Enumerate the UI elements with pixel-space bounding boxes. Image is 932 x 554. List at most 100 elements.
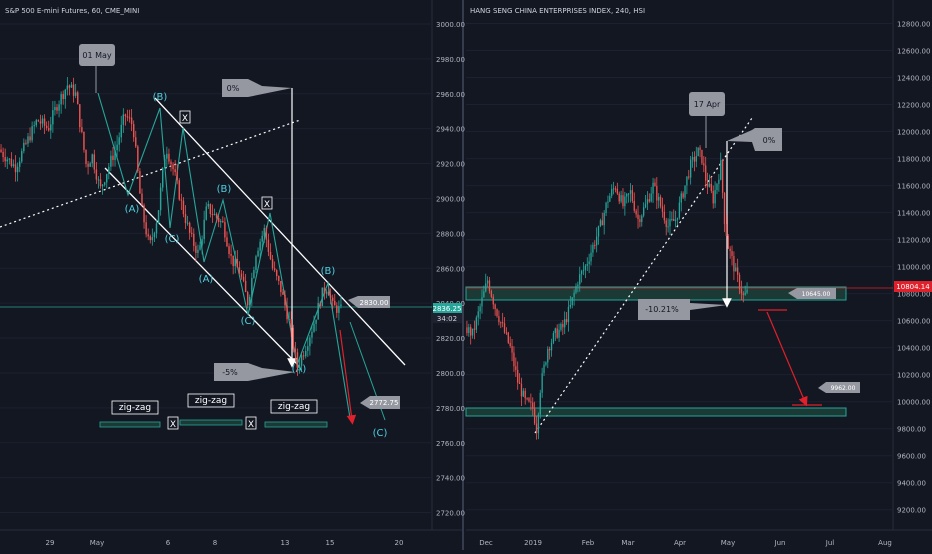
right-target-label-2[interactable]: 9962.00 bbox=[818, 382, 860, 393]
left-candle-body bbox=[130, 117, 133, 125]
right-candle-body bbox=[466, 327, 468, 334]
x-mark-label: X bbox=[182, 114, 188, 124]
left-candle-body bbox=[188, 222, 191, 233]
left-candle-body bbox=[66, 85, 69, 90]
right-candle-body bbox=[471, 328, 474, 336]
pct-callout-right-bottom[interactable]: -10.21% bbox=[638, 299, 727, 320]
left-target-label-2[interactable]: 2772.75 bbox=[360, 396, 400, 409]
left-candle-body bbox=[155, 223, 158, 234]
left-candle-body bbox=[153, 233, 156, 238]
left-candle-body bbox=[211, 214, 214, 216]
date-callout-17-apr[interactable]: 17 Apr bbox=[689, 92, 725, 116]
pct-callout-left-top[interactable]: 0% bbox=[222, 79, 292, 97]
right-tick-label: 12200.00 bbox=[897, 102, 930, 110]
wave-label: (B) bbox=[217, 184, 232, 195]
right-candle-body bbox=[690, 159, 692, 178]
left-candle-body bbox=[79, 104, 81, 128]
left-candle-body bbox=[234, 259, 236, 267]
left-candle-body bbox=[50, 124, 52, 131]
date-callout-01-may[interactable]: 01 May bbox=[79, 44, 115, 66]
right-candle-body bbox=[537, 414, 540, 434]
right-candle-body bbox=[524, 390, 526, 399]
right-candle-body bbox=[721, 160, 724, 193]
svg-text:10645.00: 10645.00 bbox=[802, 291, 831, 298]
svg-text:01 May: 01 May bbox=[82, 51, 112, 60]
right-candle-body bbox=[603, 212, 605, 226]
right-candle-body bbox=[486, 280, 489, 284]
right-candle-body bbox=[614, 188, 617, 190]
left-tick-label: 2740.00 bbox=[436, 475, 465, 483]
right-candle-body bbox=[582, 269, 585, 272]
left-candle-body bbox=[120, 124, 122, 138]
left-candle-body bbox=[47, 128, 50, 131]
left-candle-body bbox=[116, 144, 118, 151]
wave-label: (C) bbox=[373, 428, 388, 439]
right-time-axis[interactable]: Dec 2019 Feb Mar Apr May Jun Jul Aug bbox=[479, 539, 892, 547]
right-candle-body bbox=[479, 306, 481, 312]
right-candle-body bbox=[740, 289, 743, 294]
right-price-axis[interactable]: 9200.00 9400.00 9600.00 9800.00 10000.00 1020… bbox=[466, 21, 930, 515]
left-candle-body bbox=[191, 232, 193, 234]
pct-callout-right-top[interactable]: 0% bbox=[727, 128, 782, 151]
zigzag-label: zig-zag bbox=[278, 402, 310, 412]
right-candle-body bbox=[567, 306, 570, 323]
right-candle-body bbox=[500, 322, 502, 324]
right-candle-body bbox=[627, 193, 630, 195]
left-time-axis[interactable]: 29 May 6 8 13 15 20 bbox=[46, 539, 404, 547]
right-chart-title: HANG SENG CHINA ENTERPRISES INDEX, 240, … bbox=[470, 7, 645, 15]
left-candle-body bbox=[180, 199, 183, 201]
right-candle-body bbox=[584, 265, 587, 270]
left-candle-body bbox=[164, 158, 166, 169]
right-candle-body bbox=[571, 297, 573, 305]
left-candle-body bbox=[319, 303, 321, 307]
right-tick-label: 9600.00 bbox=[897, 453, 926, 461]
right-candle-body bbox=[656, 186, 658, 201]
right-candle-body bbox=[669, 219, 671, 227]
right-time-tick: Jul bbox=[825, 539, 835, 547]
right-candle-body bbox=[652, 182, 654, 194]
left-target-label-1[interactable]: 2830.00 bbox=[348, 296, 390, 308]
right-candle-body bbox=[616, 188, 618, 194]
left-candle-body bbox=[145, 222, 147, 235]
left-current-price-label: 2836.25 34:02 bbox=[433, 303, 462, 323]
right-candle-body bbox=[503, 323, 506, 333]
right-tick-label: 10600.00 bbox=[897, 318, 930, 326]
zigzag-label: zig-zag bbox=[119, 403, 151, 413]
left-candle-body bbox=[137, 146, 139, 172]
left-candle-body bbox=[321, 287, 324, 307]
right-candle-body bbox=[577, 284, 579, 287]
right-candle-body bbox=[477, 311, 479, 318]
zigzag-box bbox=[270, 399, 318, 414]
left-candle-body bbox=[54, 107, 56, 111]
right-candle-body bbox=[554, 328, 556, 333]
left-candle-body bbox=[83, 131, 85, 150]
right-target-label-1[interactable]: 10645.00 bbox=[788, 288, 836, 299]
left-candle-body bbox=[323, 287, 326, 294]
left-candle-body bbox=[325, 291, 328, 294]
right-candle-body bbox=[663, 211, 665, 221]
right-candle-body bbox=[588, 261, 590, 265]
right-candle-body bbox=[697, 147, 699, 157]
right-candle-body bbox=[586, 264, 588, 266]
right-candle-body bbox=[605, 202, 607, 213]
svg-text:34:02: 34:02 bbox=[437, 315, 457, 323]
wave-label: (A) bbox=[292, 364, 307, 375]
right-candle-body bbox=[596, 236, 598, 246]
right-candle-body bbox=[699, 147, 701, 150]
left-candle-body bbox=[307, 346, 309, 351]
left-candle-body bbox=[273, 268, 276, 271]
left-tick-label: 2960.00 bbox=[436, 91, 465, 99]
right-tick-label: 10200.00 bbox=[897, 372, 930, 380]
right-candle-body bbox=[665, 220, 667, 227]
left-tick-label: 3000.00 bbox=[436, 21, 465, 29]
left-candle-body bbox=[132, 124, 135, 138]
right-candle-body bbox=[633, 200, 635, 211]
right-candle-body bbox=[706, 180, 709, 187]
svg-text:0%: 0% bbox=[227, 84, 240, 93]
right-candle-body bbox=[718, 179, 720, 184]
left-tick-label: 2720.00 bbox=[436, 510, 465, 518]
left-candle-body bbox=[31, 126, 33, 141]
right-candle-body bbox=[530, 401, 532, 403]
pct-callout-left-bottom[interactable]: -5% bbox=[214, 363, 295, 381]
right-candle-body bbox=[742, 293, 744, 295]
